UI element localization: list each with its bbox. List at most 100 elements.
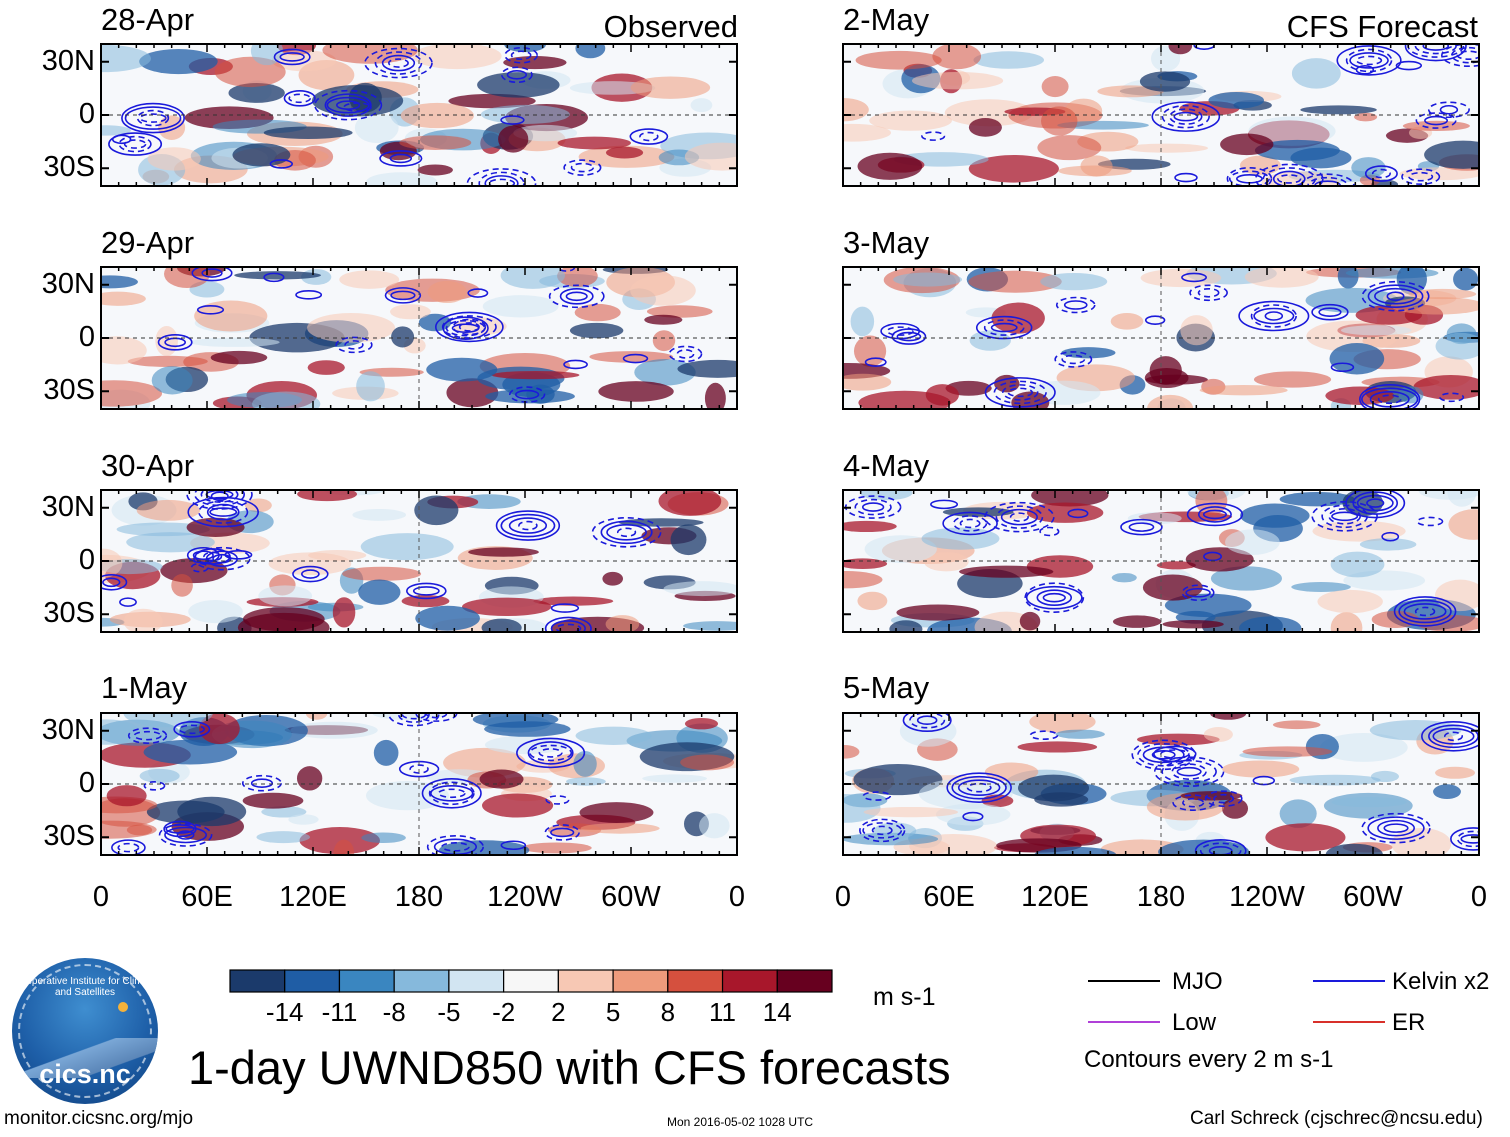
shade-blob <box>106 785 147 807</box>
shade-blob <box>426 357 498 382</box>
contour <box>196 304 225 315</box>
shade-blob <box>1140 268 1222 288</box>
contour <box>388 713 440 727</box>
contour <box>467 288 489 298</box>
legend-label-kelvin: Kelvin x2 <box>1392 968 1490 995</box>
shade-blob <box>252 391 321 409</box>
contour <box>412 586 440 596</box>
shade-blob <box>139 768 180 784</box>
contour <box>381 54 416 72</box>
shade-blob <box>139 49 218 75</box>
panel-date-1: 29-Apr <box>101 225 195 260</box>
shade-blob <box>1125 143 1208 153</box>
shade-blob <box>1139 71 1191 92</box>
contour <box>186 546 220 564</box>
shade-blob <box>843 123 891 142</box>
shade-blob <box>557 267 598 287</box>
contour <box>1199 842 1242 855</box>
shade-blob <box>602 571 624 586</box>
shade-blob <box>365 780 450 811</box>
shade-blob <box>1019 611 1041 631</box>
contour <box>959 518 981 529</box>
contour <box>379 150 423 167</box>
contour <box>1036 589 1073 606</box>
shade-blob <box>414 495 459 526</box>
x-tick-label: 0 <box>92 881 110 913</box>
contour <box>1172 794 1215 811</box>
contour <box>550 603 580 613</box>
contour <box>1355 65 1375 75</box>
shade-blob <box>472 713 559 728</box>
shade-blob <box>921 527 1000 550</box>
shade-blob <box>123 608 163 632</box>
contour <box>192 550 214 561</box>
shade-blob <box>1031 490 1109 507</box>
shade-blob <box>360 533 454 561</box>
panel-28-Apr <box>100 43 738 187</box>
contour <box>1176 766 1202 777</box>
y-tick-label: 0 <box>78 767 95 799</box>
contour <box>1361 280 1430 312</box>
contour <box>111 839 146 855</box>
contour <box>570 162 595 173</box>
legend-line-kelvin <box>1313 980 1385 982</box>
contour <box>442 316 489 340</box>
y-tick-label: 30S <box>43 151 95 184</box>
contour <box>388 58 409 68</box>
contour <box>186 490 253 510</box>
contour <box>1151 101 1221 132</box>
contour <box>250 778 274 788</box>
panel-date-6: 4-May <box>843 448 930 483</box>
contour <box>871 825 893 836</box>
shade-blob <box>1029 713 1096 733</box>
shade-blob <box>1242 746 1333 757</box>
panel-date-3: 1-May <box>101 670 188 705</box>
shade-blob <box>1390 297 1479 315</box>
contour <box>902 713 952 733</box>
shade-blob <box>101 820 157 839</box>
contour <box>510 50 532 61</box>
shade-blob <box>598 381 674 402</box>
shade-blob <box>1396 267 1427 295</box>
shade-blob <box>1331 797 1407 808</box>
contour <box>983 319 1025 336</box>
contour <box>886 326 914 336</box>
contour <box>1424 115 1449 126</box>
shade-blob <box>1416 615 1479 632</box>
contour <box>1197 506 1232 523</box>
contour <box>500 66 533 84</box>
shade-blob <box>479 769 524 789</box>
x-tick-label: 60W <box>601 881 661 913</box>
shade-blob <box>932 44 982 70</box>
contour <box>864 357 887 367</box>
shade-blob <box>1424 140 1479 169</box>
shade-blob <box>101 336 147 365</box>
shade-blob <box>843 373 892 391</box>
contour <box>178 724 205 735</box>
contour <box>591 516 662 548</box>
contour <box>314 89 383 121</box>
contour <box>1367 284 1424 309</box>
x-tick-label: 120W <box>1229 881 1305 913</box>
contour <box>389 153 413 164</box>
contour <box>1063 300 1088 310</box>
shade-blob <box>1026 502 1104 523</box>
shade-blob <box>925 384 959 406</box>
y-tick-label: 30N <box>41 44 95 77</box>
shade-blob <box>256 831 310 844</box>
contour <box>550 827 575 838</box>
shade-blob <box>339 270 400 289</box>
shade-blob <box>1041 76 1069 98</box>
contour <box>1264 311 1284 321</box>
contour <box>1144 315 1166 325</box>
contour <box>1254 163 1324 186</box>
shade-blob <box>480 104 570 124</box>
contour <box>861 502 885 512</box>
contour <box>930 499 959 510</box>
shade-blob <box>1210 713 1247 720</box>
shade-blob <box>1199 384 1288 396</box>
shade-blob <box>1317 589 1383 614</box>
shade-blob <box>477 72 560 98</box>
contour <box>164 826 208 844</box>
